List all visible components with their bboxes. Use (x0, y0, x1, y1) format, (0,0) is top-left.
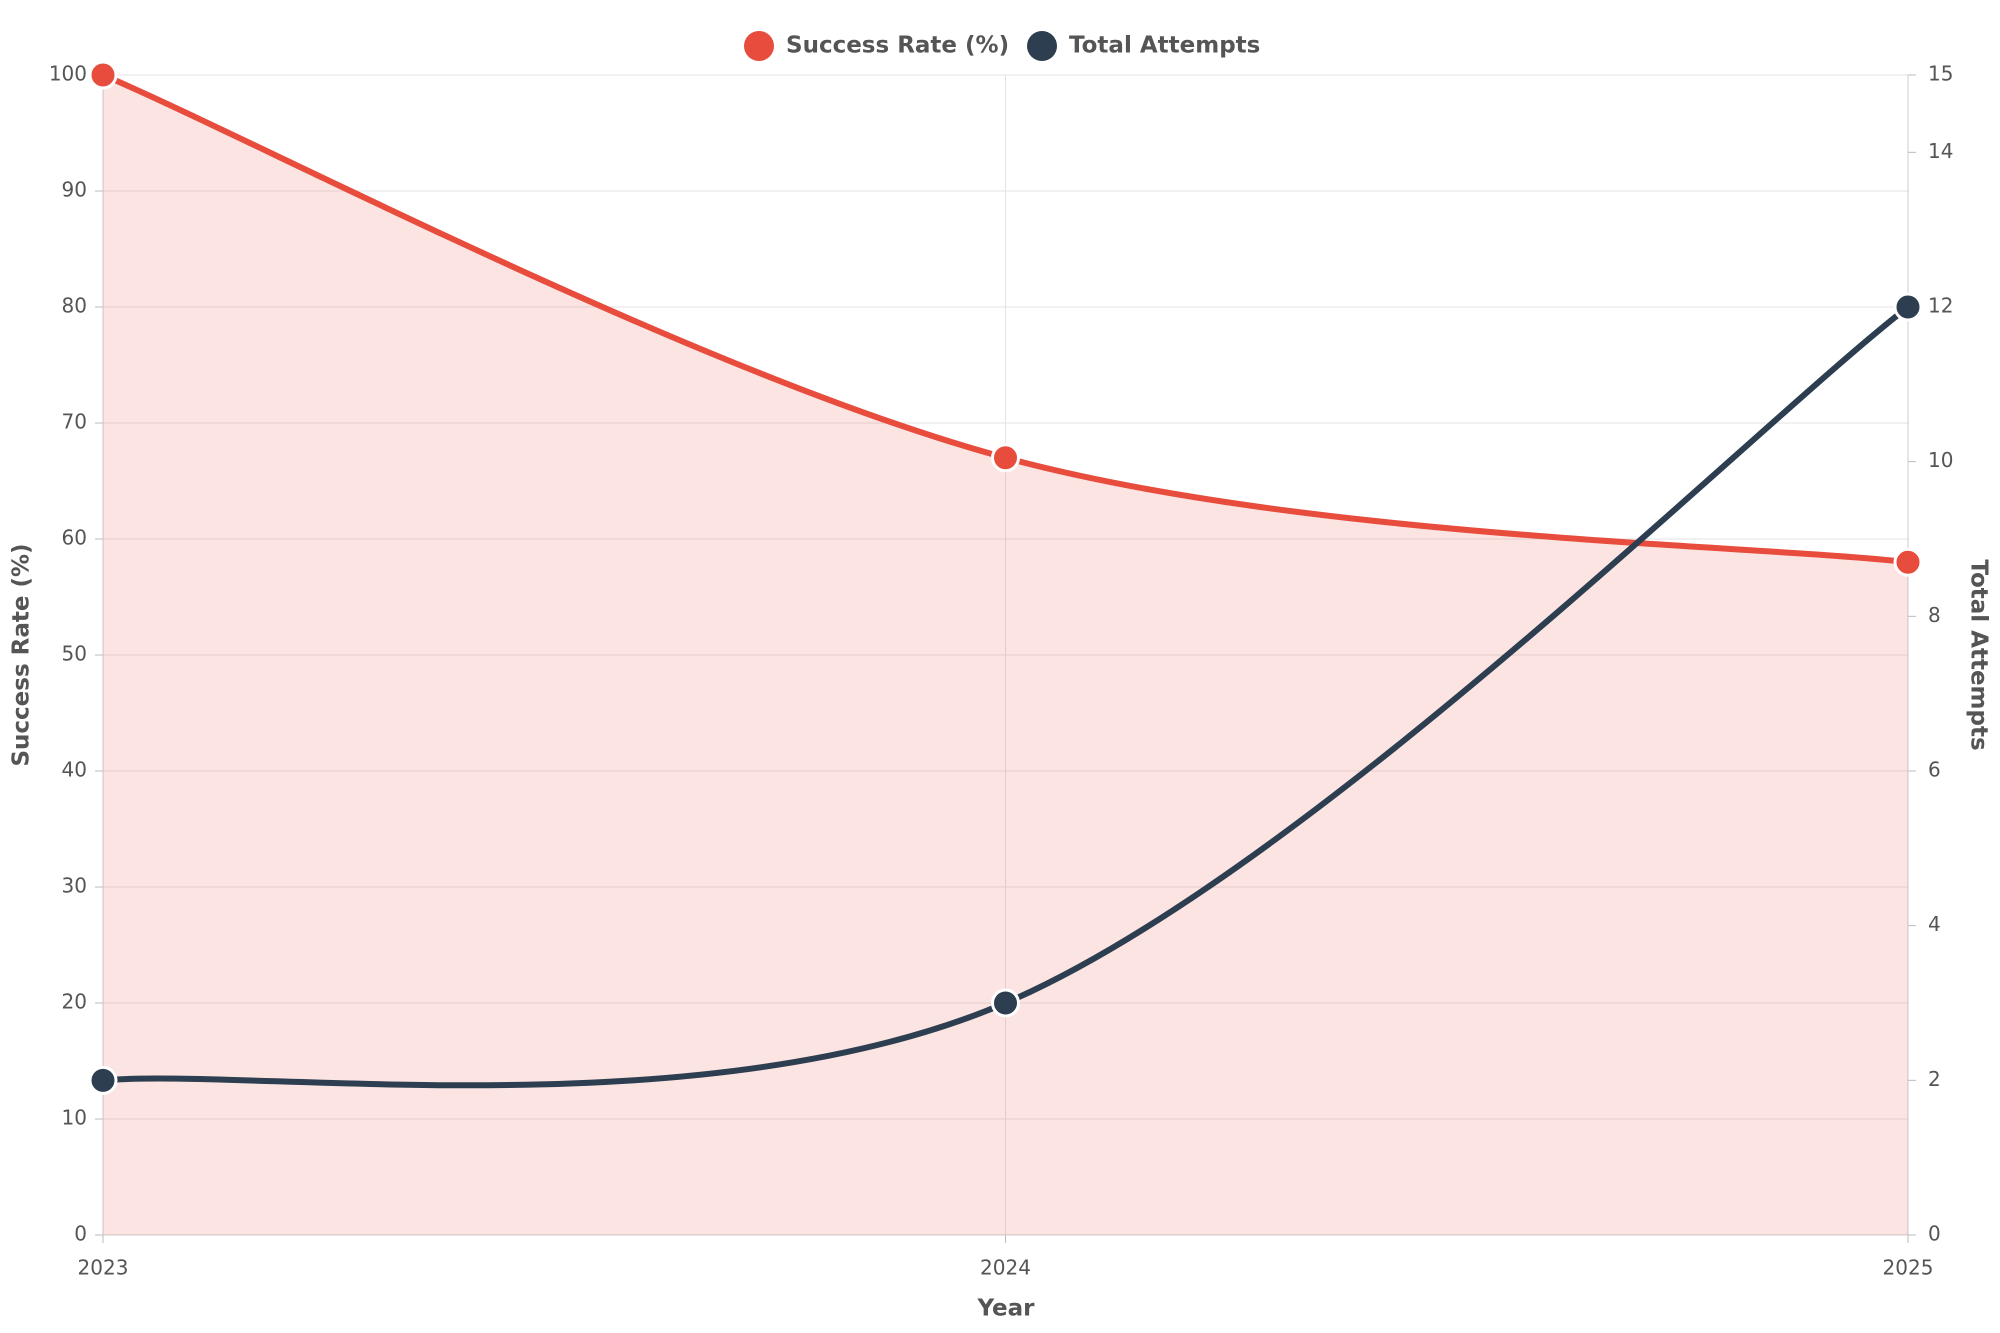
y2-tick-label: 12 (1928, 294, 1953, 318)
y-axis-title: Success Rate (%) (9, 543, 35, 766)
y2-tick-label: 15 (1928, 62, 1953, 86)
point (1893, 292, 1923, 322)
y-tick-label: 100 (49, 62, 87, 86)
x-tick-label: 2024 (980, 1256, 1031, 1280)
y-tick-label: 20 (62, 990, 87, 1014)
line (100, 304, 1911, 1089)
y-tick-label: 40 (62, 758, 87, 782)
legend-label: Success Rate (%) (786, 33, 1009, 59)
y2-tick-label: 6 (1928, 758, 1941, 782)
y-tick-label: 30 (62, 874, 87, 898)
y2-tick-label: 2 (1928, 1067, 1941, 1091)
y2-tick-label: 0 (1928, 1222, 1941, 1246)
point (991, 443, 1020, 473)
y-tick-label: 60 (62, 526, 87, 550)
legend-marker (1027, 31, 1057, 61)
point (1893, 547, 1923, 577)
y2-tick-label: 8 (1928, 603, 1941, 627)
point (88, 60, 118, 90)
area (103, 75, 1908, 1235)
y-tick-label: 10 (62, 1106, 87, 1130)
y-tick-label: 90 (62, 178, 87, 202)
y-tick-label: 70 (62, 410, 87, 434)
point (991, 988, 1020, 1018)
y2-tick-label: 14 (1928, 139, 1953, 163)
y2-axis-title: Total Attempts (1966, 559, 1992, 750)
point (88, 1065, 118, 1095)
y-tick-label: 80 (62, 294, 87, 318)
legend-label: Total Attempts (1069, 33, 1260, 59)
x-axis-title: Year (976, 1296, 1035, 1322)
x-tick-label: 2025 (1883, 1256, 1934, 1280)
y-tick-label: 0 (74, 1222, 87, 1246)
legend-marker (744, 31, 774, 61)
y-tick-label: 50 (62, 642, 87, 666)
y2-tick-label: 4 (1928, 912, 1941, 936)
y2-tick-label: 10 (1928, 448, 1953, 472)
x-tick-label: 2023 (78, 1256, 129, 1280)
